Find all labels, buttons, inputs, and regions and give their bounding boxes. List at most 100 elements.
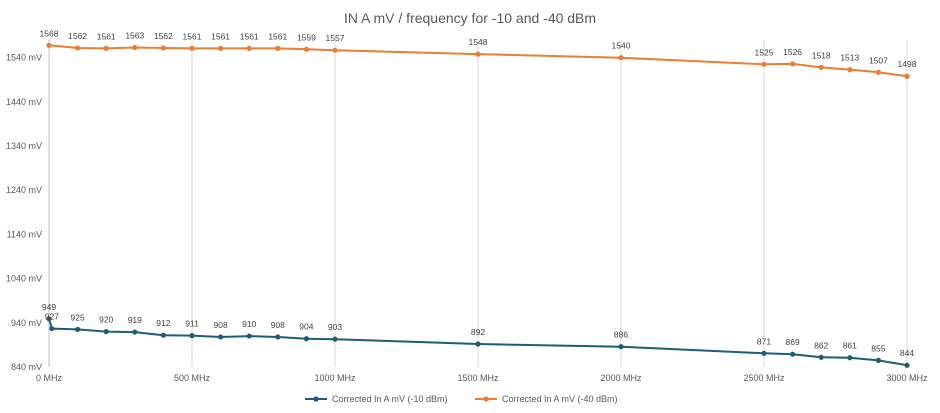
data-label: 1548 bbox=[469, 37, 488, 47]
data-point bbox=[132, 329, 138, 335]
data-point bbox=[75, 45, 81, 51]
data-label: 871 bbox=[757, 336, 771, 346]
legend-item: Corrected In A mV (-40 dBm) bbox=[475, 394, 618, 404]
data-point bbox=[904, 362, 910, 368]
data-label: 911 bbox=[185, 319, 199, 329]
x-tick-label: 0 MHz bbox=[36, 373, 63, 383]
data-point bbox=[818, 354, 824, 360]
y-tick-label: 1040 mV bbox=[6, 274, 42, 284]
data-point bbox=[303, 46, 309, 52]
data-label: 862 bbox=[814, 340, 828, 350]
data-point bbox=[303, 336, 309, 342]
data-point bbox=[790, 61, 796, 67]
data-point bbox=[790, 351, 796, 357]
y-tick-label: 1440 mV bbox=[6, 97, 42, 107]
data-label: 886 bbox=[614, 330, 628, 340]
data-point bbox=[904, 73, 910, 79]
data-label: 903 bbox=[328, 322, 342, 332]
data-point bbox=[246, 333, 252, 339]
data-label: 861 bbox=[843, 341, 857, 351]
data-point bbox=[160, 45, 166, 51]
data-label: 1561 bbox=[268, 31, 287, 41]
legend-item: Corrected In A mV (-10 dBm) bbox=[305, 394, 448, 404]
legend: Corrected In A mV (-10 dBm) Corrected In … bbox=[305, 394, 618, 404]
data-label: 1507 bbox=[869, 55, 888, 65]
data-point bbox=[332, 47, 338, 53]
data-point bbox=[160, 332, 166, 338]
data-point bbox=[761, 350, 767, 356]
data-point bbox=[246, 45, 252, 51]
data-label: 910 bbox=[242, 319, 256, 329]
data-point bbox=[218, 45, 224, 51]
y-tick-label: 1140 mV bbox=[7, 229, 42, 239]
data-label: 844 bbox=[900, 348, 914, 358]
data-point bbox=[875, 69, 882, 75]
data-point bbox=[275, 45, 281, 51]
data-label: 892 bbox=[471, 327, 485, 337]
data-point bbox=[275, 334, 281, 340]
data-label: 1557 bbox=[326, 33, 345, 43]
grid-lines bbox=[191, 40, 908, 367]
data-label: 1561 bbox=[183, 31, 202, 41]
data-label: 1561 bbox=[240, 31, 259, 41]
data-point bbox=[875, 357, 882, 363]
data-point bbox=[847, 355, 853, 361]
data-label: 1513 bbox=[840, 53, 859, 63]
x-tick-label: 2000 MHz bbox=[600, 373, 642, 383]
data-point bbox=[818, 64, 824, 70]
series-layer bbox=[46, 42, 910, 368]
data-label: 1562 bbox=[68, 31, 87, 41]
data-label: 919 bbox=[128, 315, 142, 325]
data-label: 1561 bbox=[211, 31, 230, 41]
data-point bbox=[847, 67, 853, 73]
data-label: 1563 bbox=[125, 31, 144, 41]
data-label: 908 bbox=[214, 320, 228, 330]
legend-label: Corrected In A mV (-40 dBm) bbox=[502, 394, 618, 404]
data-label: 920 bbox=[99, 315, 113, 325]
data-point bbox=[189, 45, 195, 51]
series-line bbox=[48, 318, 908, 367]
data-label: 1526 bbox=[783, 47, 802, 57]
data-label: 855 bbox=[871, 343, 885, 353]
data-label: 949 bbox=[42, 302, 56, 312]
y-tick-label: 1340 mV bbox=[6, 141, 42, 151]
data-point bbox=[618, 344, 624, 350]
data-label: 908 bbox=[271, 320, 285, 330]
data-point bbox=[49, 325, 55, 332]
legend-swatch-marker bbox=[313, 396, 319, 402]
data-point bbox=[475, 51, 481, 57]
data-label: 1561 bbox=[97, 31, 116, 41]
y-tick-label: 1240 mV bbox=[6, 185, 42, 195]
data-point bbox=[618, 55, 624, 61]
data-label: 1525 bbox=[755, 47, 774, 57]
axes: 0 MHz 500 MHz 1000 MHz 1500 MHz 2000 MHz 2500… bbox=[6, 40, 928, 383]
x-tick-label: 500 MHz bbox=[174, 373, 211, 383]
y-tick-label: 840 mV bbox=[11, 362, 42, 372]
data-label: 1568 bbox=[40, 28, 59, 38]
data-point bbox=[132, 44, 138, 51]
data-label: 925 bbox=[71, 312, 85, 322]
data-point bbox=[75, 326, 81, 333]
x-tick-label: 1000 MHz bbox=[314, 373, 356, 383]
data-point bbox=[103, 329, 109, 335]
data-label: 1498 bbox=[898, 59, 917, 69]
x-tick-label: 2500 MHz bbox=[743, 373, 785, 383]
x-tick-label: 1500 MHz bbox=[457, 373, 499, 383]
chart-title: IN A mV / frequency for -10 and -40 dBm bbox=[344, 10, 596, 26]
data-label: 912 bbox=[156, 318, 170, 328]
data-point bbox=[103, 45, 109, 51]
data-label: 1559 bbox=[297, 32, 316, 42]
data-label: 1518 bbox=[812, 50, 831, 60]
data-point bbox=[46, 42, 52, 48]
series-2 bbox=[46, 42, 910, 79]
y-tick-label: 940 mV bbox=[11, 318, 42, 328]
data-label: 869 bbox=[786, 337, 800, 347]
data-label: 1562 bbox=[154, 31, 173, 41]
data-point bbox=[218, 334, 224, 340]
data-label: 1540 bbox=[612, 41, 631, 51]
x-tick-label: 3000 MHz bbox=[886, 373, 928, 383]
legend-label: Corrected In A mV (-10 dBm) bbox=[332, 394, 448, 404]
